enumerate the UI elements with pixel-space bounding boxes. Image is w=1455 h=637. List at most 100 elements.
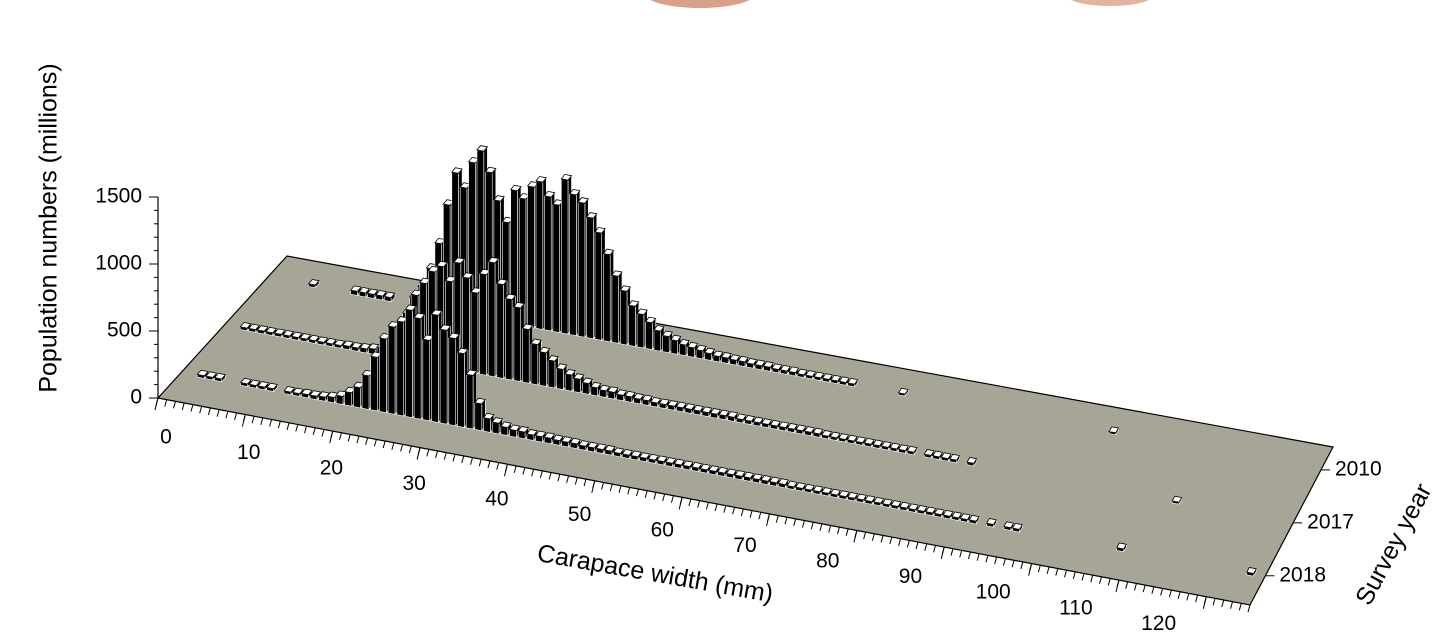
bar	[586, 441, 599, 453]
bar-top	[838, 376, 850, 384]
x-tick-label: 100	[976, 581, 1011, 604]
x-minor-tick	[1090, 575, 1094, 583]
bar-top	[349, 285, 362, 292]
bar-top	[612, 447, 625, 454]
bar-top	[769, 419, 781, 427]
x-minor-tick	[1107, 578, 1111, 586]
x-minor-tick	[496, 462, 500, 470]
x-tick-label: 60	[651, 519, 674, 542]
x-tick-label: 120	[1141, 612, 1176, 635]
bar-front	[645, 321, 653, 350]
bar	[1246, 567, 1257, 577]
bar-top	[581, 377, 594, 385]
x-tick	[329, 430, 334, 444]
bar-top	[725, 468, 738, 476]
bar-top	[513, 301, 525, 309]
bar-top	[641, 394, 654, 402]
bar-top	[889, 442, 901, 450]
bar-top	[283, 386, 296, 393]
x-tick	[766, 513, 771, 527]
bar-top	[873, 496, 885, 504]
bar	[675, 401, 688, 413]
x-minor-tick	[801, 520, 805, 528]
bar-top	[769, 476, 781, 484]
x-minor-tick	[566, 475, 570, 483]
bar	[543, 432, 556, 445]
bar-top	[205, 371, 218, 378]
bar-top	[771, 363, 783, 370]
bar-front	[552, 203, 560, 333]
x-minor-tick	[356, 435, 360, 444]
bar	[383, 291, 396, 303]
bar-top	[265, 382, 279, 390]
bar	[880, 441, 893, 452]
x-minor-tick	[1002, 558, 1006, 566]
x-minor-tick	[1247, 604, 1251, 613]
bar	[771, 363, 783, 374]
x-tick-label: 70	[733, 534, 756, 557]
bar-front	[370, 355, 379, 412]
bar-top	[779, 364, 791, 372]
x-minor-tick	[391, 442, 395, 450]
bar	[658, 398, 671, 410]
bar-front	[662, 335, 670, 354]
bar-top	[762, 361, 775, 368]
x-minor-tick	[1177, 591, 1181, 599]
x-minor-tick	[1221, 599, 1225, 608]
bar-top	[521, 323, 534, 331]
bar	[873, 496, 885, 507]
bar	[256, 325, 269, 335]
x-tick	[853, 530, 858, 543]
bar-front	[353, 386, 361, 409]
x-minor-tick	[1125, 581, 1129, 589]
x-minor-tick	[994, 556, 998, 565]
bar-top	[526, 429, 538, 436]
x-minor-tick	[1133, 583, 1137, 591]
x-minor-tick	[670, 495, 674, 503]
bar-front	[487, 261, 496, 378]
x-minor-tick	[749, 510, 753, 518]
bar	[821, 487, 833, 498]
bar	[949, 453, 961, 464]
bar-top	[777, 478, 790, 486]
bar	[686, 341, 699, 359]
bar-top	[534, 430, 547, 438]
x-minor-tick	[697, 500, 701, 508]
bar	[1011, 522, 1023, 534]
bar-top	[484, 166, 497, 174]
bar-top	[838, 433, 850, 440]
bar-top	[291, 387, 305, 395]
bar	[942, 509, 954, 521]
x-minor-tick	[723, 505, 727, 513]
bar-top	[572, 373, 585, 380]
x-tick	[940, 546, 945, 560]
bar	[779, 364, 791, 376]
bar-top	[273, 328, 286, 335]
x-minor-tick	[347, 434, 351, 442]
bar-top	[949, 453, 961, 461]
x-minor-tick	[321, 429, 325, 437]
bar-top	[916, 505, 928, 512]
bar-top	[324, 337, 338, 345]
bar-top	[847, 492, 859, 499]
bar-top	[940, 452, 952, 460]
bar	[951, 511, 963, 522]
bar-top	[493, 195, 505, 202]
bar-top	[538, 346, 551, 354]
x-minor-tick	[810, 522, 814, 530]
bar-top	[1003, 521, 1015, 529]
bar-top	[786, 423, 799, 430]
bar	[812, 485, 824, 496]
bar-top	[691, 461, 703, 469]
bar-top	[500, 421, 512, 429]
x-minor-tick	[295, 424, 299, 432]
bar-top	[448, 332, 461, 340]
bar-top	[1246, 567, 1257, 574]
bar-top	[543, 432, 556, 439]
bar-top	[703, 347, 716, 355]
bar	[863, 437, 875, 448]
x-minor-tick	[513, 465, 517, 474]
x-minor-tick	[574, 477, 578, 485]
bar-top	[439, 324, 452, 331]
bar-top	[821, 430, 833, 437]
